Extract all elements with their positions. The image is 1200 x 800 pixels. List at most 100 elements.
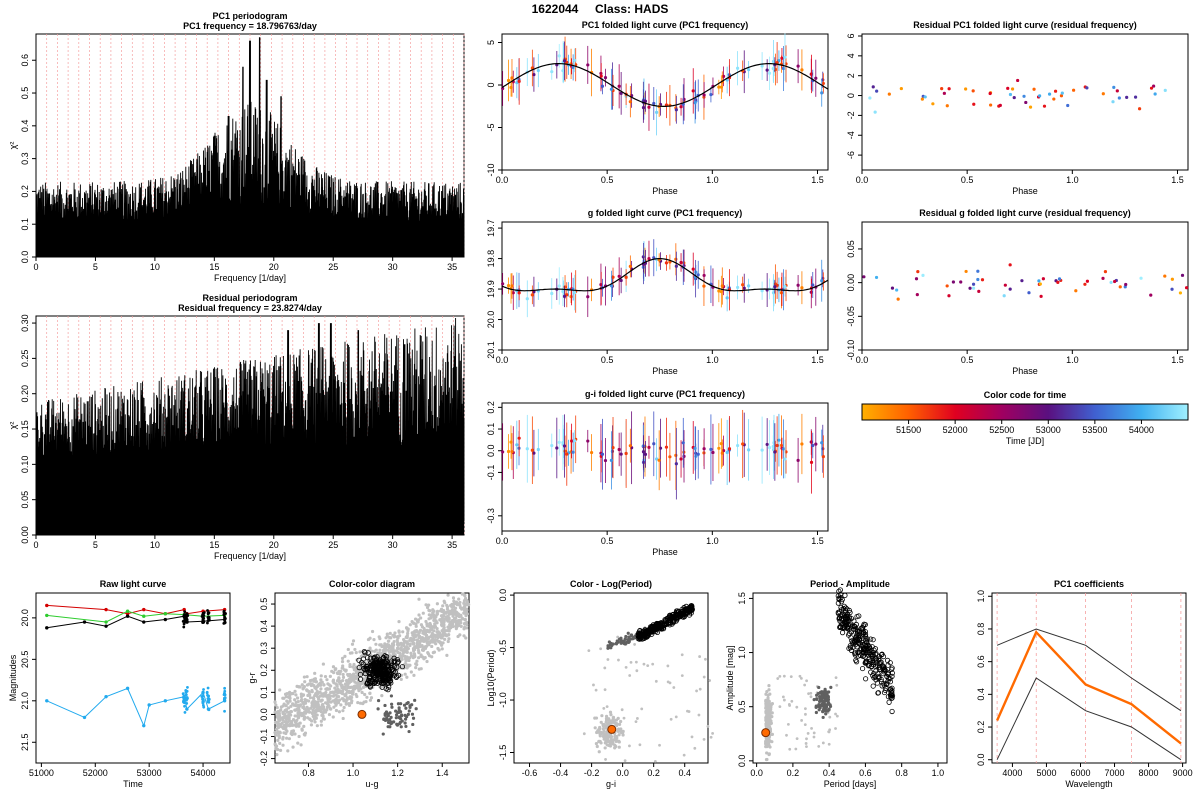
- color-period-target-point: [673, 608, 680, 614]
- raw-lc-point-blue: [206, 693, 209, 697]
- color-color-background-point: [275, 705, 279, 710]
- pc1_folded-data-point: [619, 91, 623, 95]
- pc1_folded-data-point: [617, 84, 621, 88]
- period-amp-target-point: [887, 686, 894, 692]
- color-period-background-point: [603, 666, 607, 670]
- gi_folded-data-point: [643, 452, 648, 456]
- color-color-background-point: [342, 705, 346, 710]
- period_amplitude-x-tick-label: 0.2: [787, 768, 800, 778]
- color-color-background-point: [276, 730, 280, 734]
- period-amp-target-point: [860, 633, 866, 639]
- color-period-background-point: [592, 683, 595, 687]
- color-color-background-point: [314, 687, 318, 691]
- color-period-background-point: [680, 674, 684, 678]
- color_logperiod-x-axis-label: g-i: [606, 779, 616, 789]
- color-period-background-point: [653, 759, 657, 763]
- color-color-background-point: [439, 607, 444, 611]
- resid_periodogram-y-tick-label: 0.30: [20, 314, 30, 332]
- color-color-background-point: [296, 741, 300, 745]
- raw-lc-point-blue: [223, 689, 227, 693]
- pc1_folded-data-point: [603, 76, 608, 80]
- color-period-rr-point: [626, 631, 630, 635]
- color-color-background-point: [442, 625, 446, 630]
- color-color-background-point: [297, 734, 301, 739]
- color-color-target-point: [365, 680, 371, 687]
- period-amp-background-point: [776, 677, 780, 680]
- period-amp-background-point: [778, 705, 782, 708]
- color-color-background-point: [298, 721, 302, 725]
- color-color-background-point: [403, 672, 407, 676]
- raw-lc-point-blue: [201, 698, 205, 702]
- resid_periodogram-subtitle: Residual frequency = 23.8274/day: [178, 303, 322, 313]
- period-amp-target-point: [859, 665, 866, 672]
- pc1_folded-data-point: [679, 105, 683, 109]
- color-color-rr-point: [404, 706, 408, 710]
- resid_pc1-data-point: [945, 104, 949, 108]
- period_amplitude-title: Period - Amplitude: [810, 579, 890, 589]
- color-color-background-point: [463, 618, 467, 622]
- color-color-background-point: [410, 631, 414, 635]
- color-color-background-point: [301, 705, 305, 709]
- color-color-background-point: [388, 631, 392, 635]
- color-color-background-point: [300, 698, 304, 702]
- color-color-rr-point: [407, 709, 411, 713]
- color-color-background-point: [384, 645, 388, 649]
- color-color-background-point: [345, 698, 349, 702]
- raw-lc-point-blue: [200, 695, 204, 698]
- raw-lc-series-blue: [46, 687, 225, 728]
- colorbar-tick-label: 53000: [1036, 425, 1061, 435]
- color-color-background-point: [289, 720, 293, 724]
- period-amp-target-point: [836, 596, 842, 602]
- color-color-background-point: [318, 694, 323, 698]
- color-color-background-point: [341, 716, 345, 721]
- raw-lc-point-blue: [45, 699, 49, 703]
- raw-lc-point-blue: [147, 703, 151, 707]
- color-period-rr-point: [611, 642, 615, 646]
- color-color-background-point: [327, 687, 332, 691]
- color-color-background-point: [284, 704, 288, 708]
- color-color-background-point: [431, 613, 436, 617]
- color-color-background-point: [291, 745, 295, 749]
- color-color-background-point: [372, 649, 377, 653]
- color-color-background-point: [340, 683, 344, 687]
- g_folded-data-point: [674, 264, 678, 268]
- color-color-rr-point: [407, 729, 411, 734]
- color-color-background-point: [358, 650, 362, 654]
- color-color-rr-point: [405, 714, 409, 719]
- pc1_folded-data-point: [747, 68, 751, 72]
- color-color-background-point: [397, 630, 401, 634]
- color-color-rr-point: [390, 705, 394, 709]
- color-color-background-point: [413, 629, 417, 633]
- resid_pc1-data-point: [1047, 92, 1052, 96]
- resid_pc1-data-point: [972, 102, 976, 106]
- color-color-background-point: [370, 649, 374, 653]
- color-color-background-point: [418, 628, 423, 632]
- color-color-background-point: [437, 632, 442, 636]
- color-period-target-point: [646, 627, 652, 633]
- raw-lc-point-black: [206, 609, 209, 612]
- period-amp-rr-point: [824, 690, 828, 694]
- pc1_folded-data-point: [693, 101, 697, 105]
- period_amplitude-y-tick-label: 1.0: [737, 646, 747, 659]
- color-color-background-point: [349, 701, 354, 705]
- color-period-background-point: [633, 643, 637, 646]
- period-amp-target-point: [855, 649, 861, 656]
- color-color-target-point: [375, 671, 381, 678]
- color-period-rr-point: [620, 639, 624, 643]
- color-color-background-point: [357, 689, 361, 693]
- color-color-background-point: [328, 707, 332, 711]
- color-color-background-point: [285, 692, 289, 696]
- color-color-background-point: [417, 667, 421, 671]
- color-color-background-point: [287, 706, 291, 710]
- color_logperiod-y-tick-label: -1.5: [498, 745, 508, 761]
- period-amp-background-point: [767, 699, 771, 704]
- pc1_periodogram-x-tick-label: 5: [93, 262, 98, 272]
- color-color-background-point: [343, 654, 347, 659]
- gi_folded-data-point: [654, 457, 659, 461]
- resid_g-data-point: [1170, 277, 1174, 281]
- period-amp-background-point: [795, 737, 799, 741]
- pc1_folded-y-tick-label: -5: [486, 123, 496, 131]
- g_folded-data-point: [800, 286, 804, 290]
- gi_folded-x-tick-label: 0.5: [601, 536, 614, 546]
